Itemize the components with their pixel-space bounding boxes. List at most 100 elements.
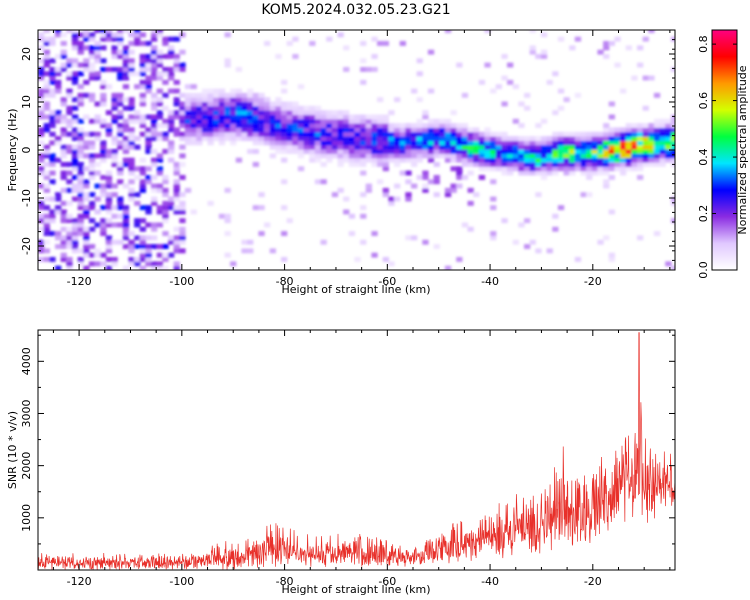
heatmap-cell xyxy=(439,136,446,141)
snr-frame xyxy=(37,329,676,571)
y-tick-label: 20 xyxy=(20,47,33,61)
heatmap-cell xyxy=(55,30,62,33)
heatmap-cell xyxy=(303,127,310,133)
heatmap-cell xyxy=(546,149,553,154)
heatmap-cell xyxy=(552,110,559,116)
heatmap-cell xyxy=(139,101,146,107)
heatmap-cell xyxy=(151,136,158,141)
heatmap-cell xyxy=(360,118,367,124)
heatmap-cell xyxy=(637,127,644,133)
heatmap-cell xyxy=(292,131,299,137)
heatmap-cell xyxy=(574,166,582,172)
heatmap-cell xyxy=(348,157,356,163)
heatmap-cell xyxy=(83,209,90,215)
heatmap-cell xyxy=(105,127,113,133)
heatmap-cell xyxy=(309,105,316,111)
heatmap-cell xyxy=(55,231,62,236)
heatmap-cell xyxy=(281,110,288,116)
heatmap-cell xyxy=(207,200,214,206)
heatmap-cell xyxy=(230,101,237,107)
heatmap-cell xyxy=(484,131,491,137)
heatmap-cell xyxy=(179,205,186,211)
heatmap-cell xyxy=(224,187,231,193)
heatmap-cell xyxy=(162,79,169,85)
heatmap-cell xyxy=(365,157,372,163)
heatmap-cell xyxy=(286,149,293,154)
heatmap-cell xyxy=(433,175,440,180)
heatmap-cell xyxy=(60,67,67,72)
heatmap-cell xyxy=(422,187,429,193)
heatmap-cell xyxy=(162,92,169,98)
heatmap-cell xyxy=(461,153,469,159)
heatmap-cell xyxy=(450,123,457,128)
x-tick-label: -100 xyxy=(169,275,194,288)
heatmap-cell xyxy=(43,30,50,33)
heatmap-cell xyxy=(128,49,135,55)
heatmap-cell xyxy=(637,153,644,159)
heatmap-cell xyxy=(648,75,655,81)
heatmap-cell xyxy=(524,166,531,172)
heatmap-cell xyxy=(371,153,378,159)
heatmap-cell xyxy=(66,88,73,94)
heatmap-cell xyxy=(151,97,158,103)
heatmap-cell xyxy=(343,118,350,124)
heatmap-cell xyxy=(145,149,152,154)
heatmap-cell xyxy=(275,118,282,124)
heatmap-cell xyxy=(507,144,514,150)
heatmap-cell xyxy=(213,110,220,116)
heatmap-cell xyxy=(83,239,90,245)
heatmap-cell xyxy=(43,58,50,64)
heatmap-cell xyxy=(320,131,327,137)
heatmap-cell xyxy=(235,88,243,94)
heatmap-cell xyxy=(122,265,130,270)
heatmap-cell xyxy=(83,183,90,189)
heatmap-cell xyxy=(71,75,79,81)
heatmap-cell xyxy=(105,257,113,262)
heatmap-cell xyxy=(269,136,276,141)
heatmap-cell xyxy=(235,101,243,107)
heatmap-cell xyxy=(235,110,243,116)
heatmap-cell xyxy=(518,140,525,146)
heatmap-cell xyxy=(111,97,118,103)
heatmap-cell xyxy=(218,131,226,137)
heatmap-cell xyxy=(495,149,502,154)
heatmap-cell xyxy=(173,244,180,249)
heatmap-cell xyxy=(38,239,45,245)
heatmap-cell xyxy=(38,92,45,98)
heatmap-cell xyxy=(529,166,536,172)
heatmap-cell xyxy=(77,192,84,198)
heatmap-cell xyxy=(365,183,372,189)
heatmap-cell xyxy=(264,127,271,133)
heatmap-cell xyxy=(162,218,169,224)
heatmap-cell xyxy=(179,248,186,254)
heatmap-cell xyxy=(156,49,163,55)
heatmap-cell xyxy=(196,118,203,124)
heatmap-cell xyxy=(49,118,56,124)
heatmap-cell xyxy=(122,84,130,90)
heatmap-cell xyxy=(122,140,130,146)
heatmap-cell xyxy=(620,136,627,141)
heatmap-cell xyxy=(354,149,361,154)
heatmap-cell xyxy=(297,166,305,172)
heatmap-cell xyxy=(66,162,73,167)
heatmap-cell xyxy=(128,32,135,38)
heatmap-cell xyxy=(201,92,209,98)
heatmap-cell xyxy=(281,88,288,94)
heatmap-cell xyxy=(569,153,576,159)
heatmap-cell xyxy=(320,144,327,150)
heatmap-cell xyxy=(473,127,480,133)
heatmap-cell xyxy=(179,162,186,167)
heatmap-cell xyxy=(151,101,158,107)
heatmap-cell xyxy=(83,79,90,85)
heatmap-cell xyxy=(478,157,486,163)
heatmap-cell xyxy=(484,153,491,159)
heatmap-cell xyxy=(179,101,186,107)
heatmap-cell xyxy=(574,92,582,98)
heatmap-cell xyxy=(337,140,344,146)
heatmap-cell xyxy=(574,136,582,141)
heatmap-cell xyxy=(422,136,429,141)
heatmap-cell xyxy=(43,101,50,107)
heatmap-cell xyxy=(269,105,276,111)
heatmap-cell xyxy=(230,261,237,267)
heatmap-cell xyxy=(196,140,203,146)
